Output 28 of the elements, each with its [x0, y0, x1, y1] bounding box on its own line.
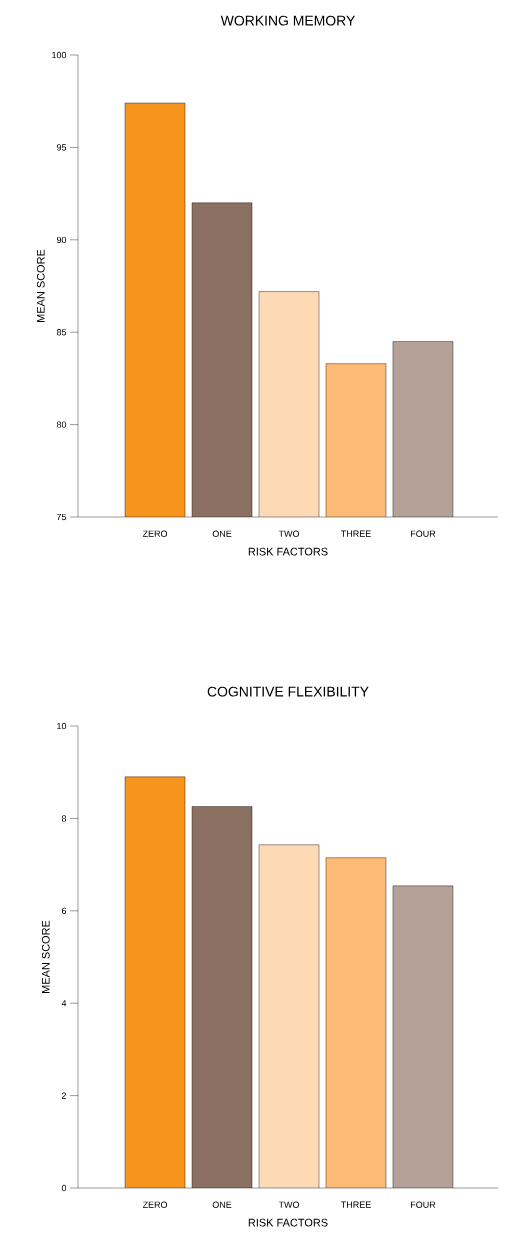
y-tick-label: 85: [56, 329, 67, 336]
chart-title: WORKING MEMORY: [220, 15, 355, 26]
y-tick-label: 95: [56, 144, 67, 151]
y-tick-label: 4: [61, 1000, 67, 1007]
x-tick-label: FOUR: [411, 530, 436, 537]
y-tick-label: 80: [56, 421, 67, 428]
x-tick-label: ONE: [212, 1201, 232, 1208]
x-tick-label: FOUR: [411, 1201, 436, 1208]
chart-title: COGNITIVE FLEXIBILITY: [207, 686, 369, 697]
y-tick-label: 100: [52, 51, 67, 59]
y-tick-label: 0: [61, 1184, 67, 1192]
y-tick-label: 10: [57, 722, 67, 730]
y-axis-title: MEAN SCORE: [41, 920, 50, 993]
x-tick-label: THREE: [341, 530, 371, 537]
y-tick-label: 8: [61, 815, 67, 822]
y-tick-label: 90: [56, 236, 67, 243]
x-tick-label: ZERO: [142, 1201, 168, 1208]
x-axis-title: RISK FACTORS: [248, 1218, 328, 1227]
x-tick-label: TWO: [278, 530, 300, 537]
y-tick-label: 6: [61, 907, 67, 914]
x-axis-title: RISK FACTORS: [248, 547, 328, 556]
y-tick-label: 2: [61, 1092, 67, 1099]
x-tick-label: TWO: [278, 1201, 300, 1208]
x-tick-label: ZERO: [142, 530, 168, 537]
y-axis-title: MEAN SCORE: [36, 249, 45, 322]
x-tick-label: THREE: [341, 1201, 371, 1208]
y-tick-label: 75: [56, 513, 67, 521]
x-tick-label: ONE: [212, 530, 232, 537]
